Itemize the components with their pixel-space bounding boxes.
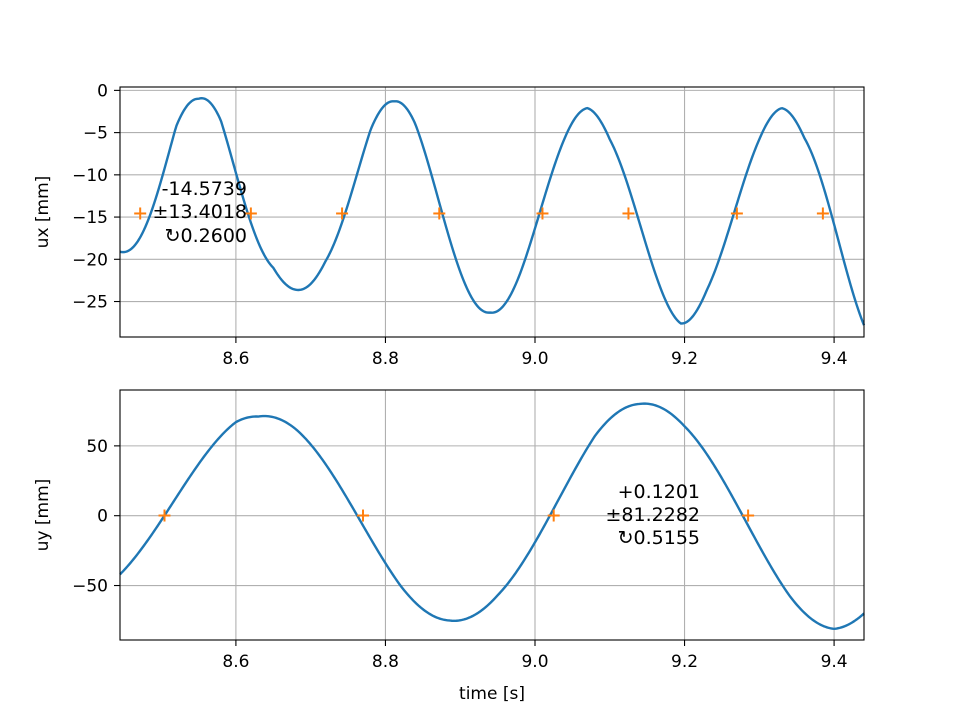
x-tick-label: 9.2 (671, 349, 698, 369)
y-tick-label: −15 (72, 208, 108, 228)
crossing-marker (816, 207, 829, 220)
y-tick-label: −50 (72, 577, 108, 597)
x-tick-label: 8.6 (222, 349, 249, 369)
ux-subplot: 8.6 8.8 9.0 9.2 9.4 0−5−10−15−20−25 ux [mm] … (33, 81, 866, 369)
ux-axes-frame (119, 86, 865, 338)
crossing-marker (357, 509, 370, 522)
uy-annotation-amplitude: ±81.2282 (606, 504, 701, 526)
ux-crossing-markers (134, 207, 829, 220)
x-tick-label: 9.4 (821, 349, 848, 369)
x-tick-label: 9.0 (521, 652, 548, 672)
uy-gridlines (120, 390, 864, 640)
ux-annotation-mean: -14.5739 (162, 178, 247, 200)
y-tick-label: 50 (86, 437, 108, 457)
crossing-marker (730, 207, 743, 220)
x-tick-label: 8.8 (372, 349, 399, 369)
y-tick-label: −25 (72, 293, 108, 313)
crossing-marker (433, 207, 446, 220)
uy-axes-frame (119, 389, 865, 641)
y-tick-label: 0 (97, 507, 108, 527)
ux-annotation-period: ↻0.2600 (165, 225, 247, 247)
ux-x-tick-labels: 8.6 8.8 9.0 9.2 9.4 (222, 349, 847, 369)
uy-subplot: 8.6 8.8 9.0 9.2 9.4 500−50 uy [mm] time [s] … (33, 389, 865, 704)
uy-ticks (114, 445, 835, 646)
ux-ticks (114, 89, 835, 343)
crossing-marker (244, 207, 257, 220)
uy-series-line (119, 402, 865, 631)
uy-annotation-period: ↻0.5155 (618, 527, 700, 549)
uy-y-axis-label: uy [mm] (33, 479, 53, 552)
x-tick-label: 8.6 (222, 652, 249, 672)
ux-fit-annotation: -14.5739 ±13.4018 ↻0.2600 (153, 178, 248, 247)
crossing-marker (742, 509, 755, 522)
y-tick-label: −5 (83, 124, 108, 144)
uy-plot-area (120, 390, 864, 640)
ux-y-tick-labels: 0 −5 −10 −15 −20 −25 (72, 81, 108, 312)
uy-y-tick-labels: 50 0 −50 (72, 437, 108, 597)
uy-x-tick-labels: 8.6 8.8 9.0 9.2 9.4 (222, 652, 847, 672)
ux-gridlines (120, 87, 864, 337)
y-tick-label: −10 (72, 166, 108, 186)
crossing-marker (536, 207, 549, 220)
uy-crossing-markers (158, 509, 755, 522)
ux-plot-area (120, 87, 864, 337)
x-tick-label: 9.4 (821, 652, 848, 672)
crossing-marker (547, 509, 560, 522)
ux-y-axis-label: ux [mm] (33, 176, 53, 249)
ux-series-line (119, 97, 866, 326)
crossing-marker (622, 207, 635, 220)
x-tick-label: 8.8 (372, 652, 399, 672)
uy-annotation-mean: +0.1201 (618, 481, 700, 503)
crossing-marker (134, 207, 147, 220)
ux-annotation-amplitude: ±13.4018 (153, 201, 248, 223)
x-tick-label: 9.0 (521, 349, 548, 369)
crossing-marker (158, 509, 171, 522)
y-tick-label: −20 (72, 250, 108, 270)
x-axis-label: time [s] (459, 684, 525, 704)
crossing-marker (336, 207, 349, 220)
x-tick-label: 9.2 (671, 652, 698, 672)
y-tick-label: 0 (97, 81, 108, 101)
uy-fit-annotation: +0.1201 ±81.2282 ↻0.5155 (606, 481, 701, 549)
